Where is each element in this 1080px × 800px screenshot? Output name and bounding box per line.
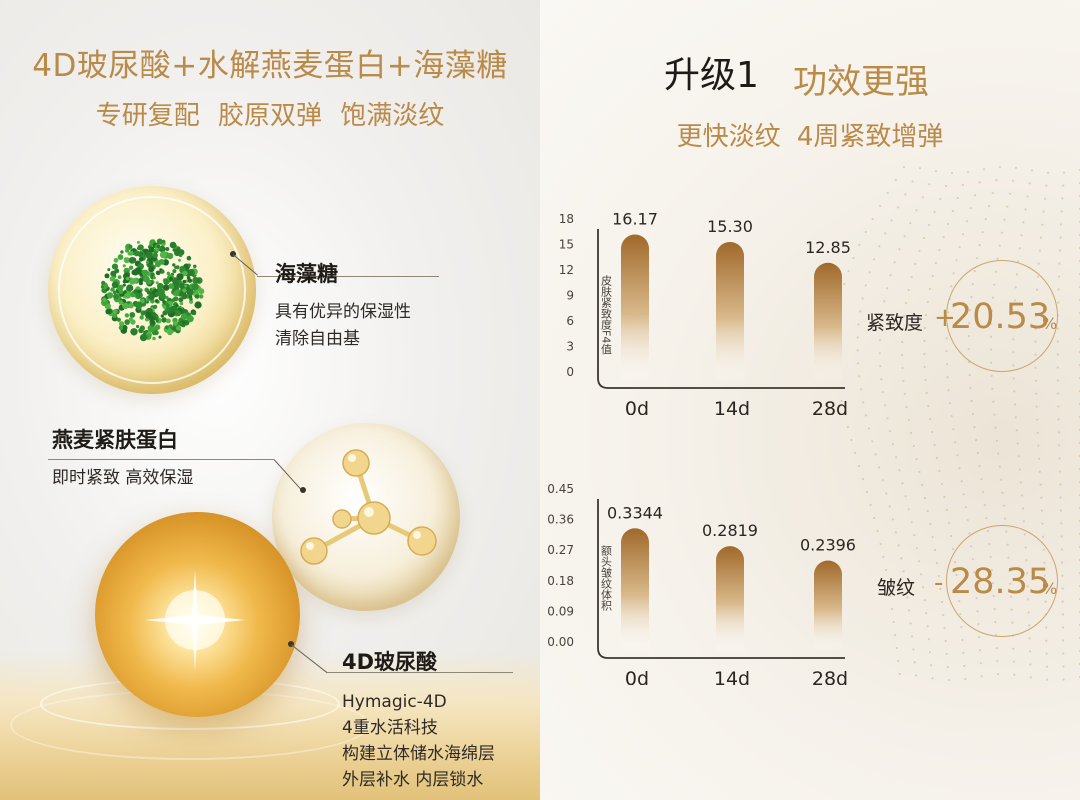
firmness-label: 紧致度 bbox=[866, 312, 924, 334]
bar-value-label: 0.2819 bbox=[702, 521, 758, 540]
y-tick-label: 18 bbox=[559, 212, 574, 226]
y-tick-label: 6 bbox=[566, 314, 574, 328]
bar-value-label: 16.17 bbox=[612, 210, 658, 229]
callout-dot bbox=[300, 487, 306, 493]
bar bbox=[716, 546, 744, 650]
wrinkle-percent-value: 28.35 bbox=[950, 562, 1051, 602]
ingredient-name-hyaluronic-acid: 4D玻尿酸 bbox=[342, 650, 438, 674]
firmness-percent-sign: % bbox=[1042, 314, 1058, 333]
bar-value-label: 12.85 bbox=[805, 238, 851, 257]
left-panel: 4D玻尿酸+水解燕麦蛋白+海藻糖 专研复配 胶原双弹 饱满淡纹 bbox=[0, 0, 540, 800]
ingredient-name-trehalose: 海藻糖 bbox=[275, 262, 338, 286]
ingredient-name-oat-protein: 燕麦紧肤蛋白 bbox=[52, 428, 178, 452]
y-tick-label: 0 bbox=[566, 365, 574, 379]
callout-dot bbox=[230, 251, 236, 257]
x-category-label: 0d bbox=[625, 398, 649, 415]
firmness-percent-value: 20.53 bbox=[950, 297, 1051, 337]
y-tick-label: 3 bbox=[566, 340, 574, 354]
x-category-label: 28d bbox=[812, 398, 848, 415]
x-category-label: 14d bbox=[714, 398, 750, 415]
bar bbox=[621, 528, 649, 650]
sparkle-icon bbox=[145, 570, 245, 670]
y-tick-label: 0.18 bbox=[547, 574, 574, 588]
ingredient-formula-title: 4D玻尿酸+水解燕麦蛋白+海藻糖 bbox=[32, 48, 508, 84]
wrinkle-sign: - bbox=[934, 568, 944, 598]
ingredient-desc-line: Hymagic-4D bbox=[342, 692, 447, 712]
y-tick-label: 0.09 bbox=[547, 604, 574, 618]
x-category-label: 28d bbox=[812, 668, 848, 685]
chart-axis bbox=[597, 229, 845, 389]
benefit-subtitle: 专研复配 胶原双弹 饱满淡纹 bbox=[95, 101, 445, 131]
y-tick-label: 9 bbox=[566, 289, 574, 303]
y-tick-label: 0.27 bbox=[547, 543, 574, 557]
bar bbox=[814, 560, 842, 650]
bar bbox=[814, 262, 842, 380]
bar-value-label: 0.2396 bbox=[800, 536, 856, 555]
right-panel: 升级1 功效更强 更快淡纹 4周紧致增弹 18 15 12 9 6 3 0 皮肤紧致度F4值 1… bbox=[540, 0, 1080, 800]
ingredient-desc-line: 清除自由基 bbox=[275, 329, 360, 349]
chart-svg: 0.45 0.36 0.27 0.18 0.09 0.00 额头皱纹体积 0.3344 0d 0.… bbox=[547, 482, 856, 685]
y-tick-label: 15 bbox=[559, 238, 574, 252]
callout-line bbox=[327, 672, 513, 673]
sphere-highlight-ring bbox=[58, 196, 246, 384]
ingredient-desc-line: 4重水活科技 bbox=[342, 718, 438, 738]
x-category-label: 0d bbox=[625, 668, 649, 685]
wrinkle-result-ring bbox=[946, 525, 1058, 637]
upgrade-title-highlight: 功效更强 bbox=[793, 62, 929, 102]
chart-axis bbox=[597, 499, 845, 659]
y-axis-label: 额头皱纹体积 bbox=[600, 545, 613, 612]
y-tick-label: 12 bbox=[559, 263, 574, 277]
y-tick-label: 0.45 bbox=[547, 482, 574, 496]
upgrade-subtitle: 更快淡纹 4周紧致增弹 bbox=[676, 122, 944, 152]
wrinkle-label: 皱纹 bbox=[877, 577, 916, 599]
firmness-result-ring bbox=[946, 260, 1058, 372]
chart-svg: 18 15 12 9 6 3 0 皮肤紧致度F4值 16.17 0d 15.30 14d 12.85 28… bbox=[559, 210, 851, 415]
molecule-icon bbox=[300, 449, 437, 565]
callout-dot bbox=[288, 641, 294, 647]
y-tick-label: 0.36 bbox=[547, 513, 574, 527]
upgrade-title: 升级1 bbox=[664, 55, 759, 96]
bar bbox=[716, 241, 744, 380]
bar bbox=[621, 234, 649, 380]
wrinkle-volume-bar-chart: 0.45 0.36 0.27 0.18 0.09 0.00 额头皱纹体积 0.3344 0d 0.… bbox=[540, 465, 1080, 685]
ingredient-desc-line: 外层补水 内层锁水 bbox=[342, 770, 484, 790]
seaweed-icon bbox=[100, 238, 205, 342]
firmness-bar-chart: 18 15 12 9 6 3 0 皮肤紧致度F4值 16.17 0d 15.30 14d 12.85 28… bbox=[540, 195, 1080, 415]
bar-value-label: 0.3344 bbox=[607, 503, 663, 522]
firmness-sign: + bbox=[934, 303, 956, 333]
ingredient-desc-line: 即时紧致 高效保湿 bbox=[52, 468, 194, 488]
y-tick-label: 0.00 bbox=[547, 635, 574, 649]
ingredient-desc-line: 构建立体储水海绵层 bbox=[342, 744, 495, 764]
ingredient-desc-line: 具有优异的保湿性 bbox=[275, 302, 411, 322]
callout-line bbox=[48, 459, 274, 460]
y-axis-label: 皮肤紧致度F4值 bbox=[600, 275, 613, 355]
bar-value-label: 15.30 bbox=[707, 217, 753, 236]
callout-line bbox=[257, 276, 439, 277]
wrinkle-percent-sign: % bbox=[1042, 579, 1058, 598]
x-category-label: 14d bbox=[714, 668, 750, 685]
